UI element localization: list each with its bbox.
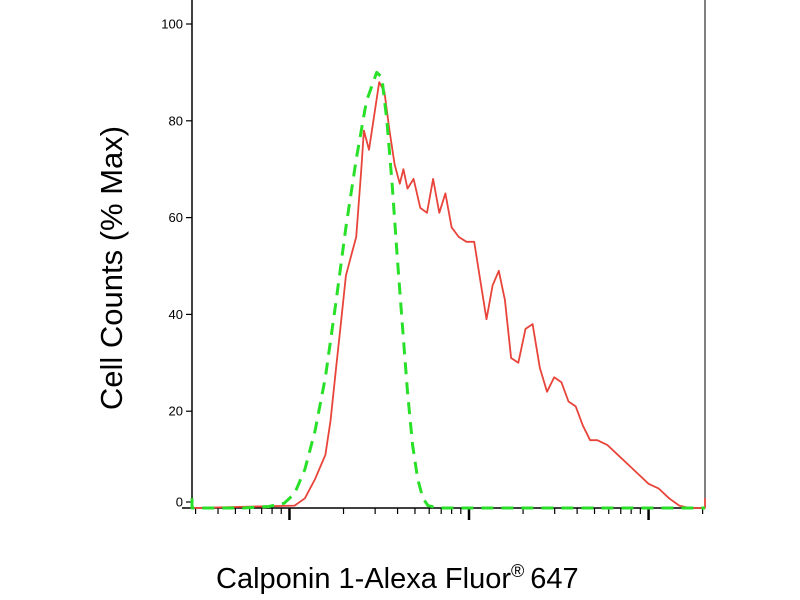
y-axis-label: Cell Counts (% Max)	[94, 126, 129, 410]
y-tick-label: 100	[161, 17, 183, 32]
y-tick-label: 60	[169, 210, 183, 225]
series-layer	[190, 70, 706, 510]
sample-series-line	[191, 81, 706, 509]
y-tick-label: 0	[176, 495, 183, 510]
y-tick-label: 40	[169, 307, 183, 322]
y-tick-label: 20	[169, 404, 183, 419]
x-axis-label-sup: ®	[511, 561, 524, 581]
x-axis-label: Calponin 1-Alexa Fluor® 647	[216, 561, 579, 595]
x-axis-label-tail: 647	[530, 563, 578, 595]
y-axis-ticks: 0 20 40 60 80 100	[161, 17, 192, 510]
control-series-line	[190, 70, 705, 510]
x-axis-label-main: Calponin 1-Alexa Fluor	[216, 563, 511, 595]
x-axis-ticks	[194, 508, 704, 520]
y-tick-label: 80	[169, 113, 183, 128]
